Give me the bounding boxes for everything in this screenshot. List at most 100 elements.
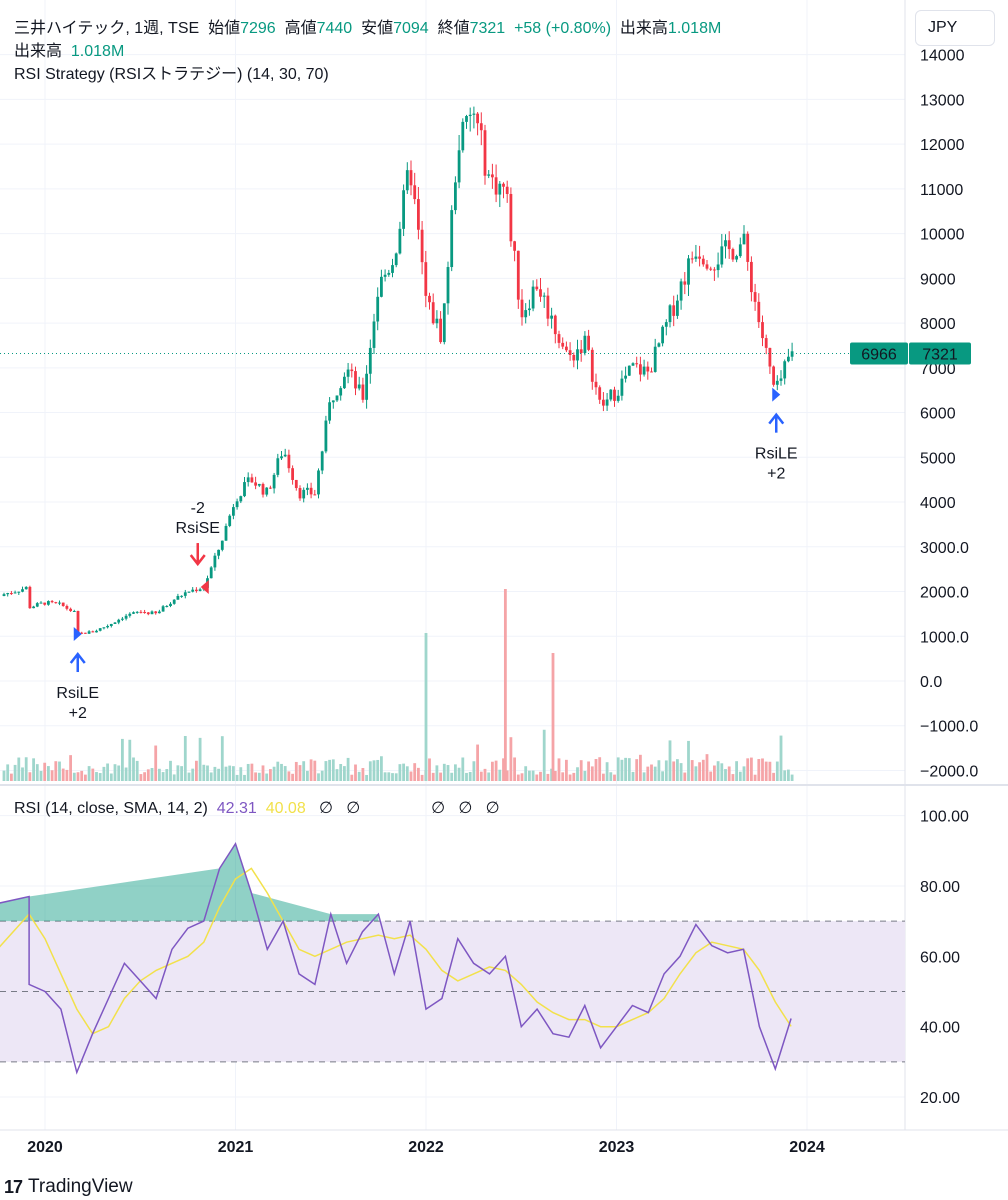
candle-body bbox=[65, 606, 69, 609]
rsi-axis[interactable]: 100.00 80.00 60.00 40.00 20.00 bbox=[920, 809, 969, 1107]
time-axis[interactable]: 2020 2021 2022 2023 2024 bbox=[0, 1129, 1008, 1156]
candle-body bbox=[657, 343, 661, 347]
signal-qty: +2 bbox=[767, 466, 785, 483]
volume-bar bbox=[224, 766, 228, 781]
candle-body bbox=[391, 265, 394, 273]
volume-bar bbox=[639, 754, 642, 781]
volume-bar bbox=[531, 770, 535, 781]
candle-body bbox=[143, 611, 146, 613]
volume-bar bbox=[139, 774, 143, 781]
candle-body bbox=[627, 365, 631, 376]
price-tick-label: 5000 bbox=[920, 450, 956, 467]
volume-bar bbox=[65, 769, 69, 781]
candle-body bbox=[172, 599, 176, 604]
symbol-legend[interactable]: 三井ハイテック, 1週, TSE 始値7296 高値7440 安値7094 終値… bbox=[14, 18, 721, 40]
candle-body bbox=[727, 240, 731, 250]
volume-legend[interactable]: 出来高 1.018M bbox=[14, 41, 124, 63]
volume-bar bbox=[280, 763, 283, 781]
candle-body bbox=[779, 378, 783, 381]
volume-bar bbox=[535, 774, 539, 781]
volume-bar bbox=[772, 772, 775, 781]
currency-button[interactable]: JPY bbox=[915, 10, 995, 46]
volume-bar bbox=[476, 744, 479, 781]
volume-bar bbox=[683, 772, 687, 781]
volume-bar bbox=[557, 758, 561, 781]
volume-bar bbox=[790, 774, 794, 781]
volume-bar bbox=[250, 763, 254, 781]
high-label: 高値 bbox=[284, 20, 317, 37]
price-axis[interactable]: 14000 13000 12000 11000 10000 9000 8000 7000 600… bbox=[920, 48, 978, 781]
volume-bar bbox=[213, 766, 217, 781]
volume-bar bbox=[154, 745, 158, 781]
volume-value: 1.018M bbox=[667, 20, 722, 37]
candle-body bbox=[109, 623, 113, 626]
candle-body bbox=[368, 347, 372, 374]
strategy-legend[interactable]: RSI Strategy (RSIストラテジー) (14, 30, 70) bbox=[14, 64, 329, 86]
symbol-name[interactable]: 三井ハイテック, 1週, TSE bbox=[14, 20, 200, 37]
volume-bar bbox=[24, 757, 28, 781]
signal-qty: +2 bbox=[69, 705, 87, 722]
currency-label: JPY bbox=[928, 19, 958, 36]
volume-bar bbox=[28, 772, 32, 781]
candle-body bbox=[198, 589, 202, 591]
volume-bar bbox=[746, 758, 750, 781]
volume-bar bbox=[106, 763, 109, 781]
volume-bar bbox=[565, 759, 568, 781]
rsi-null-2: ∅ bbox=[346, 800, 361, 817]
volume-bar bbox=[650, 764, 653, 781]
volume-bar bbox=[72, 772, 76, 781]
volume-bar bbox=[590, 766, 594, 781]
volume-bar bbox=[21, 767, 24, 781]
price-tick-label: −2000.0 bbox=[920, 763, 978, 780]
volume-bar bbox=[198, 737, 202, 781]
candle-body bbox=[454, 182, 457, 211]
volume-bar bbox=[561, 772, 565, 781]
candle-body bbox=[583, 335, 587, 353]
candle-body bbox=[76, 610, 80, 633]
volume-bar bbox=[624, 757, 627, 781]
candle-body bbox=[724, 240, 727, 247]
volume-bar bbox=[679, 763, 683, 781]
price-tick-label: 12000 bbox=[920, 137, 965, 154]
price-tick-label: 4000 bbox=[920, 495, 956, 512]
rsi-lines bbox=[0, 841, 792, 1075]
candle-body bbox=[187, 591, 191, 593]
volume-bar bbox=[391, 773, 394, 781]
rsi-legend[interactable]: RSI (14, close, SMA, 14, 2) 42.31 40.08 … bbox=[14, 798, 500, 820]
candle-body bbox=[254, 482, 257, 486]
price-tick-label: 11000 bbox=[920, 182, 963, 199]
candle-body bbox=[690, 258, 694, 260]
volume-bar bbox=[553, 770, 557, 781]
volume-bar bbox=[653, 766, 657, 781]
tradingview-logo[interactable]: 17 TradingView bbox=[4, 1176, 133, 1198]
candle-body bbox=[409, 170, 413, 186]
volume-bar bbox=[454, 764, 457, 781]
volume-bar bbox=[357, 771, 361, 781]
volume-bar bbox=[276, 761, 280, 781]
volume-bar bbox=[283, 766, 287, 781]
volume-bar bbox=[572, 772, 576, 781]
volume-bar bbox=[146, 769, 150, 781]
candle-body bbox=[280, 456, 283, 459]
volume-bar bbox=[627, 758, 631, 781]
volume-bar bbox=[69, 755, 72, 781]
volume-bar bbox=[328, 759, 331, 781]
candle-body bbox=[39, 602, 43, 604]
candle-body bbox=[246, 477, 250, 483]
candle-body bbox=[69, 608, 72, 612]
volume-bar bbox=[161, 772, 165, 781]
strategy-legend-label: RSI Strategy (RSIストラテジー) (14, 30, 70) bbox=[14, 66, 329, 83]
volume-bar bbox=[431, 772, 435, 781]
candle-body bbox=[80, 632, 84, 634]
short-entry-marker bbox=[200, 580, 209, 595]
volume-bar bbox=[394, 773, 398, 781]
candle-body bbox=[476, 113, 479, 124]
price-tick-label: 1000.0 bbox=[920, 629, 969, 646]
candle-body bbox=[424, 262, 428, 296]
candle-body bbox=[146, 612, 150, 615]
volume-bar bbox=[613, 774, 616, 781]
volume-bar bbox=[320, 770, 324, 781]
signal-label: RsiLE bbox=[56, 685, 99, 702]
volume-bar bbox=[457, 767, 461, 781]
